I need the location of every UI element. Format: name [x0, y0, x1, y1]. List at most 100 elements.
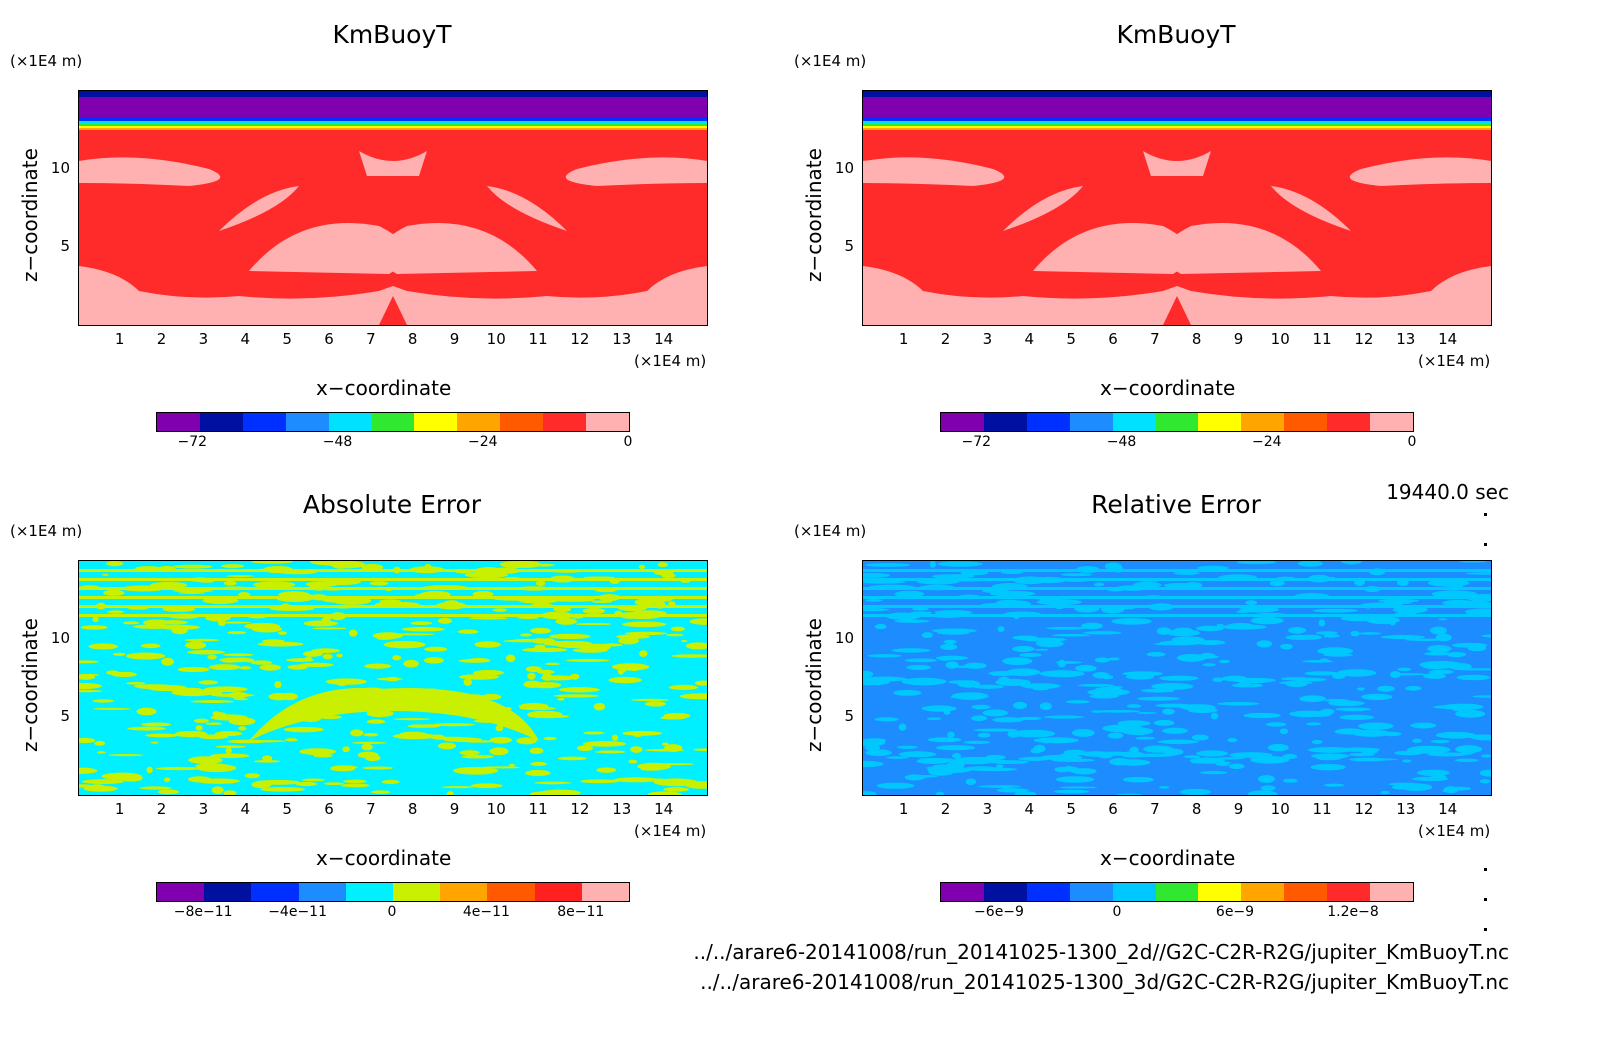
field-patch: [874, 623, 887, 630]
field-patch: [950, 665, 977, 668]
field-patch: [244, 773, 260, 779]
field-patch: [1011, 729, 1056, 738]
field-patch: [1404, 638, 1446, 641]
field-patch: [1480, 754, 1491, 758]
field-patch: [1449, 786, 1472, 791]
field-patch: [305, 656, 312, 660]
field-patch: [495, 724, 504, 732]
field-region: [1163, 296, 1191, 325]
field-streak: [79, 605, 707, 608]
field-patch: [998, 676, 1010, 685]
field-patch: [952, 753, 962, 759]
colorbar-tick-label: 1.2e−8: [1327, 904, 1379, 920]
field-patch: [1053, 789, 1090, 794]
field-patch: [1092, 672, 1110, 679]
field-patch: [982, 709, 1009, 717]
colorbar-swatch: [1026, 883, 1070, 901]
y-axis-label: z−coordinate: [18, 148, 42, 282]
field-patch: [575, 622, 612, 626]
field-region: [379, 223, 537, 274]
x-tick-label: 1: [898, 800, 909, 818]
field-patch: [1179, 788, 1212, 795]
field-patch: [1358, 632, 1382, 635]
field-patch: [172, 564, 213, 569]
field-patch: [243, 740, 286, 743]
field-patch: [997, 626, 1005, 632]
field-patch: [921, 705, 957, 712]
band-purple: [863, 97, 1491, 117]
x-tick-label: 1: [114, 330, 125, 348]
field-patch: [996, 788, 1029, 793]
field-patch: [572, 647, 608, 653]
field-streak: [863, 569, 1491, 572]
field-patch: [1196, 750, 1229, 757]
field-patch: [608, 676, 642, 684]
field-patch: [1063, 749, 1087, 755]
field-patch: [1141, 688, 1175, 693]
colorbar-swatch: [941, 413, 984, 431]
field-patch: [689, 618, 707, 625]
field-patch: [973, 684, 1004, 689]
field-patch: [363, 733, 379, 737]
field-patch: [1095, 709, 1141, 713]
heatmap-plot: [862, 560, 1492, 796]
x-tick-label: 13: [1396, 330, 1416, 348]
field-patch: [1441, 703, 1484, 711]
x-tick-label: 12: [570, 800, 590, 818]
field-patch: [988, 670, 1020, 676]
field-patch: [393, 718, 431, 721]
field-patch: [1066, 766, 1079, 773]
field-patch: [557, 697, 565, 701]
field-patch: [126, 652, 166, 660]
x-tick-label: 4: [1024, 800, 1034, 818]
y-tick-label: 10: [834, 629, 854, 647]
field-patch: [1306, 722, 1322, 726]
field-patch: [1221, 624, 1267, 630]
field-patch: [174, 730, 208, 738]
field-patch: [468, 658, 490, 662]
field-patch: [865, 563, 911, 567]
field-patch: [437, 742, 457, 750]
x-tick-label: 5: [282, 800, 292, 818]
field-patch: [1106, 686, 1123, 689]
colorbar-swatch: [1241, 883, 1285, 901]
field-patch: [867, 654, 902, 658]
x-tick-label: 6: [1108, 330, 1118, 348]
x-tick-label: 6: [324, 800, 334, 818]
band-purple: [79, 97, 707, 117]
field-patch: [1339, 714, 1375, 720]
field-patch: [529, 791, 557, 795]
field-patch: [537, 669, 555, 675]
field-patch: [173, 589, 213, 593]
field-patch: [628, 759, 638, 764]
field-patch: [136, 707, 157, 716]
field-patch: [1464, 608, 1491, 616]
x-tick-label: 14: [654, 800, 674, 818]
field-patch: [1191, 734, 1209, 741]
colorbar-tick-label: −72: [177, 434, 208, 450]
field-patch: [865, 749, 892, 757]
field-patch: [964, 766, 998, 771]
field-patch: [1043, 715, 1085, 719]
field-patch: [92, 699, 115, 703]
field-patch: [1280, 677, 1310, 681]
field-streak: [79, 587, 707, 590]
field-patch: [1035, 640, 1064, 648]
field-patch: [1196, 565, 1229, 571]
field-patch: [863, 760, 884, 768]
field-patch: [1317, 647, 1354, 655]
field-patch: [898, 751, 937, 758]
field-region: [1349, 157, 1491, 186]
field-patch: [79, 674, 96, 680]
field-patch: [92, 707, 131, 710]
field-patch: [459, 750, 480, 756]
x-tick-label: 2: [940, 800, 951, 818]
colorbar-swatch: [1198, 883, 1242, 901]
field-patch: [695, 680, 707, 686]
field-patch: [1165, 629, 1200, 637]
field-patch: [225, 747, 232, 755]
colorbar-tick-label: −8e−11: [173, 904, 233, 920]
colorbar-swatch: [581, 883, 630, 901]
field-patch: [392, 655, 402, 661]
field-patch: [106, 561, 124, 567]
